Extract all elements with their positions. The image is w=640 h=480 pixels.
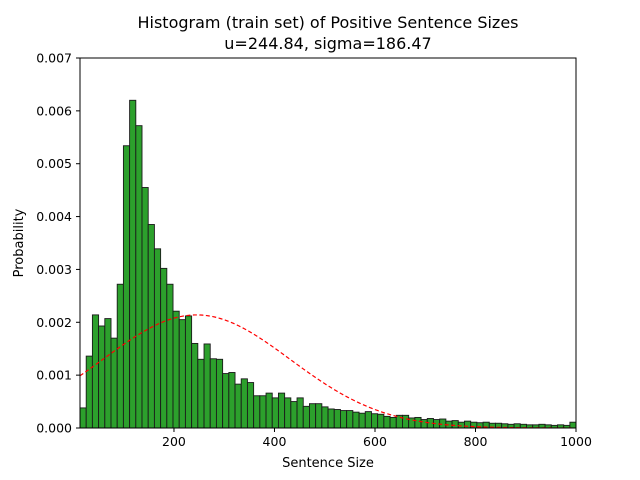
histogram-bar [153, 248, 162, 429]
y-tick-label: 0.001 [36, 368, 72, 383]
x-axis-label: Sentence Size [282, 456, 374, 471]
histogram-bar [104, 318, 112, 429]
y-tick-label: 0.003 [36, 262, 72, 277]
histogram-bar [129, 99, 137, 429]
x-axis-ticks: 200 400 600 800 1000 [162, 428, 592, 449]
histogram-bar [184, 315, 193, 429]
histogram-bar [172, 310, 180, 429]
histogram-bar [191, 342, 199, 429]
histogram-bar [215, 358, 224, 429]
histogram-bar [85, 355, 93, 429]
x-tick-label: 1000 [560, 434, 592, 449]
histogram-bar [464, 420, 472, 429]
y-axis-label: Probability [12, 208, 27, 277]
normal-fit-curve [79, 314, 575, 429]
y-tick-label: 0.007 [36, 51, 72, 66]
histogram-bar [197, 358, 205, 429]
histogram-bar [296, 397, 304, 429]
histogram-bar [203, 343, 211, 429]
histogram-bar [457, 421, 465, 429]
histogram-bar [333, 409, 341, 429]
histogram-bar [166, 283, 174, 429]
x-tick-label: 800 [464, 434, 488, 449]
histogram-bar [271, 397, 279, 429]
histogram-bar [259, 395, 267, 429]
histogram-bar [141, 187, 149, 429]
histogram-bar [364, 411, 372, 429]
histogram-bar [228, 372, 236, 429]
histogram-bar [377, 413, 385, 429]
histogram-bars [79, 99, 577, 429]
histogram-bar [122, 145, 131, 429]
y-axis-ticks: 0.000 0.001 0.002 0.003 0.004 0.005 0.006 0.007 [36, 51, 80, 436]
histogram-bar [277, 392, 286, 429]
histogram-bar [265, 392, 273, 429]
y-tick-label: 0.000 [36, 421, 72, 436]
histogram-bar [98, 325, 106, 429]
histogram-bar [284, 397, 292, 429]
histogram-bar [420, 419, 428, 429]
histogram-bar [451, 420, 459, 429]
histogram-bar [352, 411, 360, 429]
histogram-bar [302, 405, 310, 429]
histogram-bar [414, 416, 422, 429]
histogram-bar [116, 283, 124, 429]
y-tick-label: 0.005 [36, 156, 72, 171]
histogram-bar [383, 415, 391, 429]
histogram-bar [321, 406, 329, 429]
x-tick-label: 400 [263, 434, 287, 449]
histogram-bar [358, 412, 366, 429]
histogram-bar [178, 319, 186, 429]
x-tick-label: 200 [162, 434, 186, 449]
histogram-bar [91, 314, 100, 429]
histogram-bar [160, 267, 168, 429]
histogram-bar [327, 408, 335, 429]
histogram-bar [389, 416, 397, 429]
histogram-bar [222, 373, 230, 429]
histogram-bar [209, 358, 217, 429]
histogram-bar [439, 418, 447, 429]
histogram-bar [147, 224, 155, 429]
histogram-bar [135, 125, 143, 429]
histogram-bar [309, 403, 317, 429]
histogram-bar [569, 421, 577, 429]
histogram-bar [234, 383, 242, 429]
plot-frame [79, 57, 577, 429]
histogram-bar [240, 378, 248, 429]
histogram-bar [253, 395, 261, 429]
histogram-bar [402, 414, 410, 429]
histogram-bar [246, 382, 255, 429]
histogram-bar [371, 413, 379, 429]
y-tick-label: 0.004 [36, 209, 72, 224]
y-tick-label: 0.002 [36, 315, 72, 330]
chart-title: Histogram (train set) of Positive Senten… [137, 13, 518, 32]
x-tick-label: 600 [363, 434, 387, 449]
histogram-bar [290, 401, 298, 429]
chart-subtitle: u=244.84, sigma=186.47 [224, 34, 431, 53]
histogram-bar [315, 403, 323, 429]
histogram-bar [79, 407, 87, 429]
histogram-bar [346, 410, 354, 429]
histogram-bar [340, 410, 348, 429]
y-tick-label: 0.006 [36, 103, 72, 118]
